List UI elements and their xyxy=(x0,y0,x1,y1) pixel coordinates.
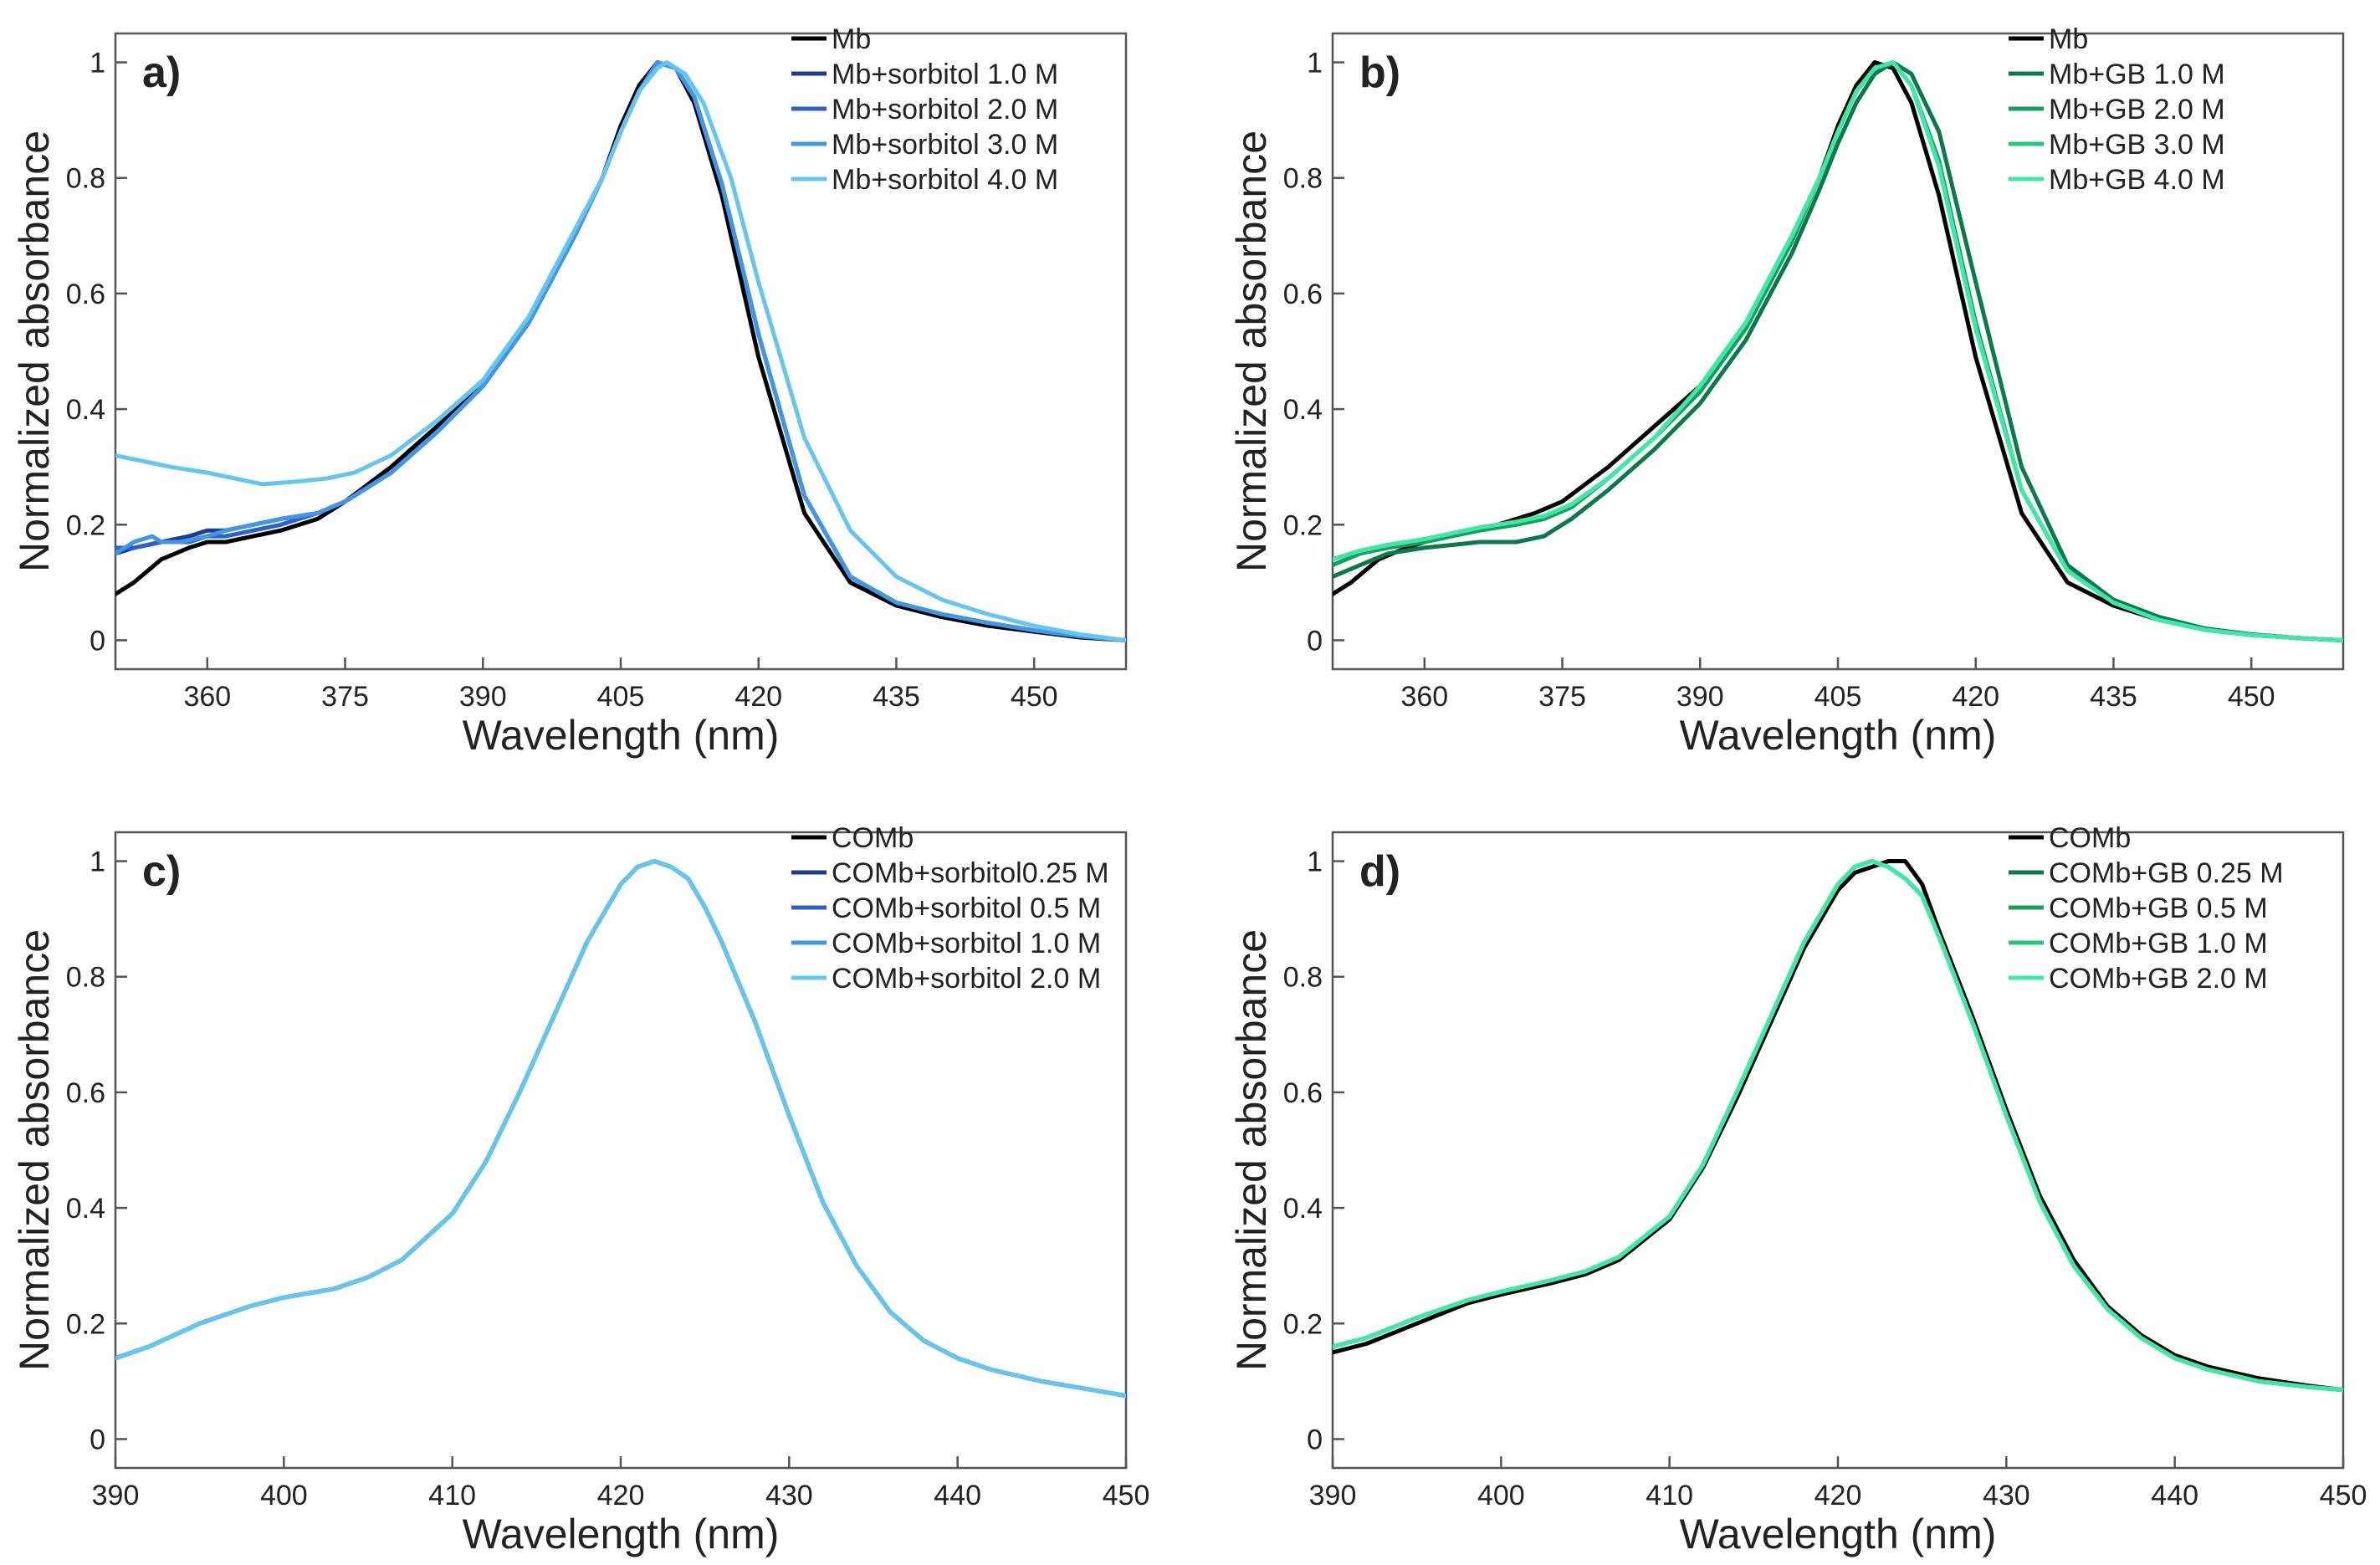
x-tick-label: 430 xyxy=(765,1480,813,1511)
y-tick-label: 0.4 xyxy=(66,1193,105,1225)
x-tick-label: 410 xyxy=(1646,1480,1693,1511)
series-group xyxy=(1333,859,2343,1393)
y-tick-label: 0.4 xyxy=(66,394,105,426)
y-tick-label: 0.8 xyxy=(1283,163,1323,195)
y-tick-label: 0.4 xyxy=(1283,1193,1323,1225)
series-line-4 xyxy=(115,859,1126,1399)
panel-label: a) xyxy=(142,49,181,97)
y-tick-label: 0.6 xyxy=(66,1077,105,1109)
legend-entry: Mb+sorbitol 4.0 M xyxy=(832,164,1058,196)
y-tick-label: 0 xyxy=(1307,625,1323,657)
panel-label: d) xyxy=(1359,847,1400,896)
series-group xyxy=(115,859,1126,1399)
legend-entry: Mb+sorbitol 1.0 M xyxy=(832,59,1058,90)
x-tick-label: 420 xyxy=(597,1480,645,1511)
x-tick-label: 420 xyxy=(1952,681,1999,713)
x-tick-label: 420 xyxy=(734,681,782,713)
series-line-1 xyxy=(1333,60,2343,642)
legend-entry: COMb+sorbitol0.25 M xyxy=(832,857,1109,889)
y-tick-label: 0.8 xyxy=(66,163,105,195)
x-tick-label: 405 xyxy=(1814,681,1862,713)
legend-entry: COMb+GB 0.5 M xyxy=(2049,892,2268,924)
x-tick-label: 435 xyxy=(873,681,920,713)
x-tick-label: 390 xyxy=(92,1480,140,1511)
x-tick-label: 400 xyxy=(260,1480,308,1511)
y-tick-label: 0.6 xyxy=(1283,1077,1323,1109)
x-tick-label: 390 xyxy=(459,681,507,713)
legend-entry: COMb+sorbitol 2.0 M xyxy=(832,963,1101,995)
legend-entry: Mb xyxy=(832,23,871,55)
y-tick-label: 0 xyxy=(90,625,105,657)
y-tick-label: 1 xyxy=(90,846,105,878)
legend-entry: COMb+GB 2.0 M xyxy=(2049,963,2268,995)
y-tick-label: 0.2 xyxy=(66,509,105,541)
y-axis-label: Normalized absorbance xyxy=(1228,929,1275,1371)
legend-entry: COMb xyxy=(2049,822,2131,854)
panel-label: c) xyxy=(142,847,181,896)
x-tick-label: 440 xyxy=(934,1480,981,1511)
x-axis-label: Wavelength (nm) xyxy=(463,712,780,759)
y-tick-label: 0.2 xyxy=(66,1308,105,1340)
series-line-4 xyxy=(1333,859,2343,1393)
legend-entry: Mb+GB 1.0 M xyxy=(2049,59,2225,90)
x-axis-label: Wavelength (nm) xyxy=(1680,1511,1997,1557)
legend-entry: Mb xyxy=(2049,23,2088,55)
y-axis-label: Normalized absorbance xyxy=(11,929,58,1371)
legend-entry: Mb+GB 3.0 M xyxy=(2049,129,2225,161)
x-tick-label: 435 xyxy=(2090,681,2137,713)
y-tick-label: 1 xyxy=(1307,48,1323,79)
y-tick-label: 0.4 xyxy=(1283,394,1323,426)
y-tick-label: 0 xyxy=(1307,1424,1323,1455)
x-tick-label: 400 xyxy=(1477,1480,1525,1511)
y-tick-label: 0.2 xyxy=(1283,509,1323,541)
chart-panel-0: 360 375 390 405 420 435 450 0 0.2 0.4 0.6 0.8 1 Wavel… xyxy=(11,23,1128,759)
x-tick-label: 410 xyxy=(428,1480,476,1511)
x-tick-label: 360 xyxy=(1400,681,1448,713)
x-tick-label: 390 xyxy=(1676,681,1724,713)
x-tick-label: 450 xyxy=(1011,681,1058,713)
series-line-4 xyxy=(115,60,1126,642)
chart-panel-1: 360 375 390 405 420 435 450 0 0.2 0.4 0.6 0.8 1 Wavel… xyxy=(1228,23,2345,759)
legend-entry: COMb+sorbitol 1.0 M xyxy=(832,928,1101,959)
y-axis-label: Normalized absorbance xyxy=(11,130,58,572)
y-tick-label: 0 xyxy=(90,1424,105,1455)
x-tick-label: 450 xyxy=(2228,681,2275,713)
panel-label: b) xyxy=(1359,49,1400,97)
x-tick-label: 420 xyxy=(1814,1480,1862,1511)
y-tick-label: 0.8 xyxy=(1283,962,1323,994)
legend-entry: COMb xyxy=(832,822,914,854)
y-tick-label: 0.6 xyxy=(1283,279,1323,310)
x-tick-label: 390 xyxy=(1309,1480,1357,1511)
chart-panel-3: 390 400 410 420 430 440 450 0 0.2 0.4 0.6 0.8 1 Wavel… xyxy=(1228,822,2367,1557)
legend-entry: Mb+sorbitol 3.0 M xyxy=(832,129,1058,161)
y-tick-label: 1 xyxy=(90,48,105,79)
x-tick-label: 360 xyxy=(183,681,231,713)
x-tick-label: 450 xyxy=(1103,1480,1150,1511)
x-tick-label: 450 xyxy=(2320,1480,2367,1511)
x-axis-label: Wavelength (nm) xyxy=(1680,712,1997,759)
x-tick-label: 405 xyxy=(597,681,645,713)
x-tick-label: 375 xyxy=(1538,681,1586,713)
x-axis-label: Wavelength (nm) xyxy=(463,1511,780,1557)
legend-entry: COMb+GB 0.25 M xyxy=(2049,857,2284,889)
x-tick-label: 375 xyxy=(321,681,369,713)
legend-entry: Mb+GB 2.0 M xyxy=(2049,94,2225,125)
chart-panel-2: 390 400 410 420 430 440 450 0 0.2 0.4 0.6 0.8 1 Wavel… xyxy=(11,822,1149,1557)
x-tick-label: 430 xyxy=(1983,1480,2030,1511)
legend-entry: COMb+sorbitol 0.5 M xyxy=(832,892,1101,924)
y-tick-label: 1 xyxy=(1307,846,1323,878)
legend-entry: Mb+sorbitol 2.0 M xyxy=(832,94,1058,125)
series-group xyxy=(115,60,1126,642)
series-group xyxy=(1333,60,2343,642)
legend-entry: COMb+GB 1.0 M xyxy=(2049,928,2268,959)
y-axis-label: Normalized absorbance xyxy=(1228,130,1275,572)
series-line-4 xyxy=(1333,60,2343,642)
x-tick-label: 440 xyxy=(2151,1480,2198,1511)
y-tick-label: 0.6 xyxy=(66,279,105,310)
y-tick-label: 0.8 xyxy=(66,962,105,994)
legend-entry: Mb+GB 4.0 M xyxy=(2049,164,2225,196)
y-tick-label: 0.2 xyxy=(1283,1308,1323,1340)
series-line-0 xyxy=(1333,859,2343,1393)
